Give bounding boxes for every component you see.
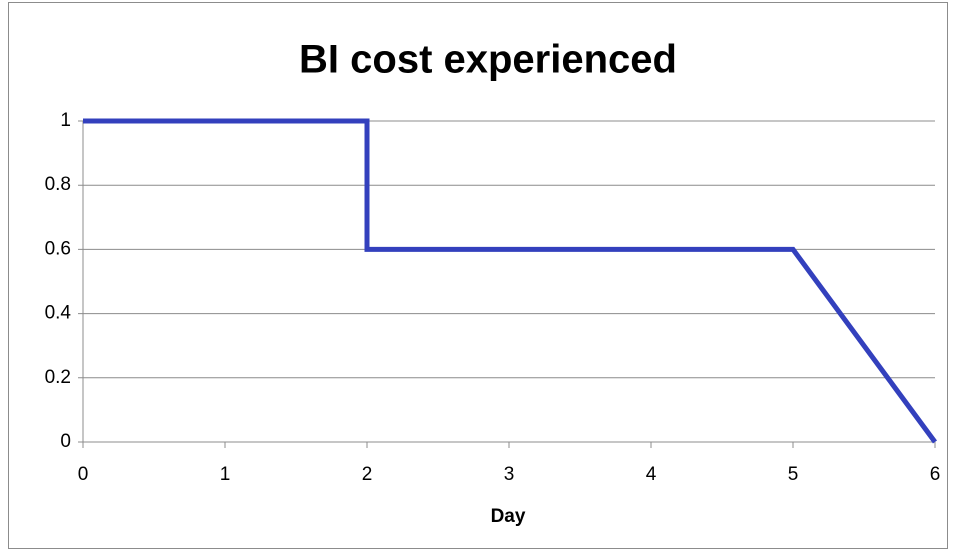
y-tick-label: 0.4 — [45, 303, 72, 324]
y-tick-label: 0 — [60, 431, 71, 452]
y-tick-label: 0.6 — [45, 238, 71, 259]
x-tick-label: 3 — [504, 464, 515, 485]
chart-title: BI cost experienced — [299, 38, 677, 82]
x-tick-label: 6 — [930, 464, 941, 485]
x-tick-label: 2 — [362, 464, 373, 485]
data-line — [83, 118, 938, 444]
x-axis-label: Day — [491, 506, 526, 527]
x-tick-label: 1 — [220, 464, 231, 485]
x-tick-label: 5 — [788, 464, 799, 485]
y-tick-label: 0.8 — [45, 174, 71, 195]
x-tick-label: 4 — [646, 464, 657, 485]
chart-border — [8, 2, 948, 549]
y-tick-label: 1 — [60, 110, 71, 131]
y-tick-label: 0.2 — [45, 367, 71, 388]
x-tick-label: 0 — [78, 464, 89, 485]
